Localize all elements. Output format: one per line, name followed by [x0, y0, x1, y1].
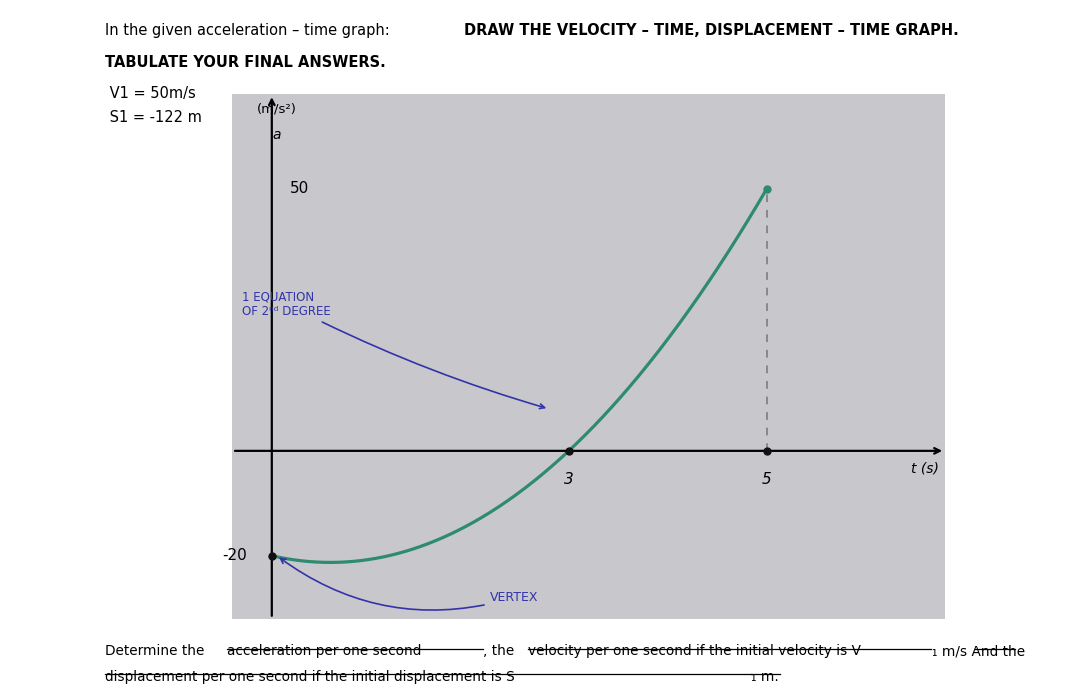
Text: In the given acceleration – time graph:: In the given acceleration – time graph:: [105, 23, 394, 38]
Text: ₁ m.: ₁ m.: [751, 670, 779, 684]
Text: 50: 50: [289, 181, 309, 196]
Text: , the: , the: [483, 644, 518, 658]
Text: t (s): t (s): [912, 461, 940, 475]
Text: a: a: [272, 127, 281, 141]
Text: DRAW THE VELOCITY – TIME, DISPLACEMENT – TIME GRAPH.: DRAW THE VELOCITY – TIME, DISPLACEMENT –…: [464, 23, 959, 38]
Text: ₁ m/s And the: ₁ m/s And the: [932, 644, 1025, 658]
Text: S1 = -122 m: S1 = -122 m: [105, 110, 202, 125]
Text: 5: 5: [761, 472, 772, 487]
Text: Determine the: Determine the: [105, 644, 208, 658]
Text: acceleration per one second: acceleration per one second: [227, 644, 421, 658]
Text: 1 EQUATION
OF 2ⁿᵈ DEGREE: 1 EQUATION OF 2ⁿᵈ DEGREE: [242, 290, 544, 409]
Text: V1 = 50m/s: V1 = 50m/s: [105, 86, 195, 101]
Text: (m/s²): (m/s²): [257, 102, 297, 115]
Text: 3: 3: [564, 472, 573, 487]
Text: TABULATE YOUR FINAL ANSWERS.: TABULATE YOUR FINAL ANSWERS.: [105, 55, 386, 69]
Text: VERTEX: VERTEX: [281, 559, 538, 610]
Text: displacement per one second if the initial displacement is S: displacement per one second if the initi…: [105, 670, 514, 684]
Text: velocity per one second if the initial velocity is V: velocity per one second if the initial v…: [528, 644, 861, 658]
Text: -20: -20: [222, 548, 247, 563]
